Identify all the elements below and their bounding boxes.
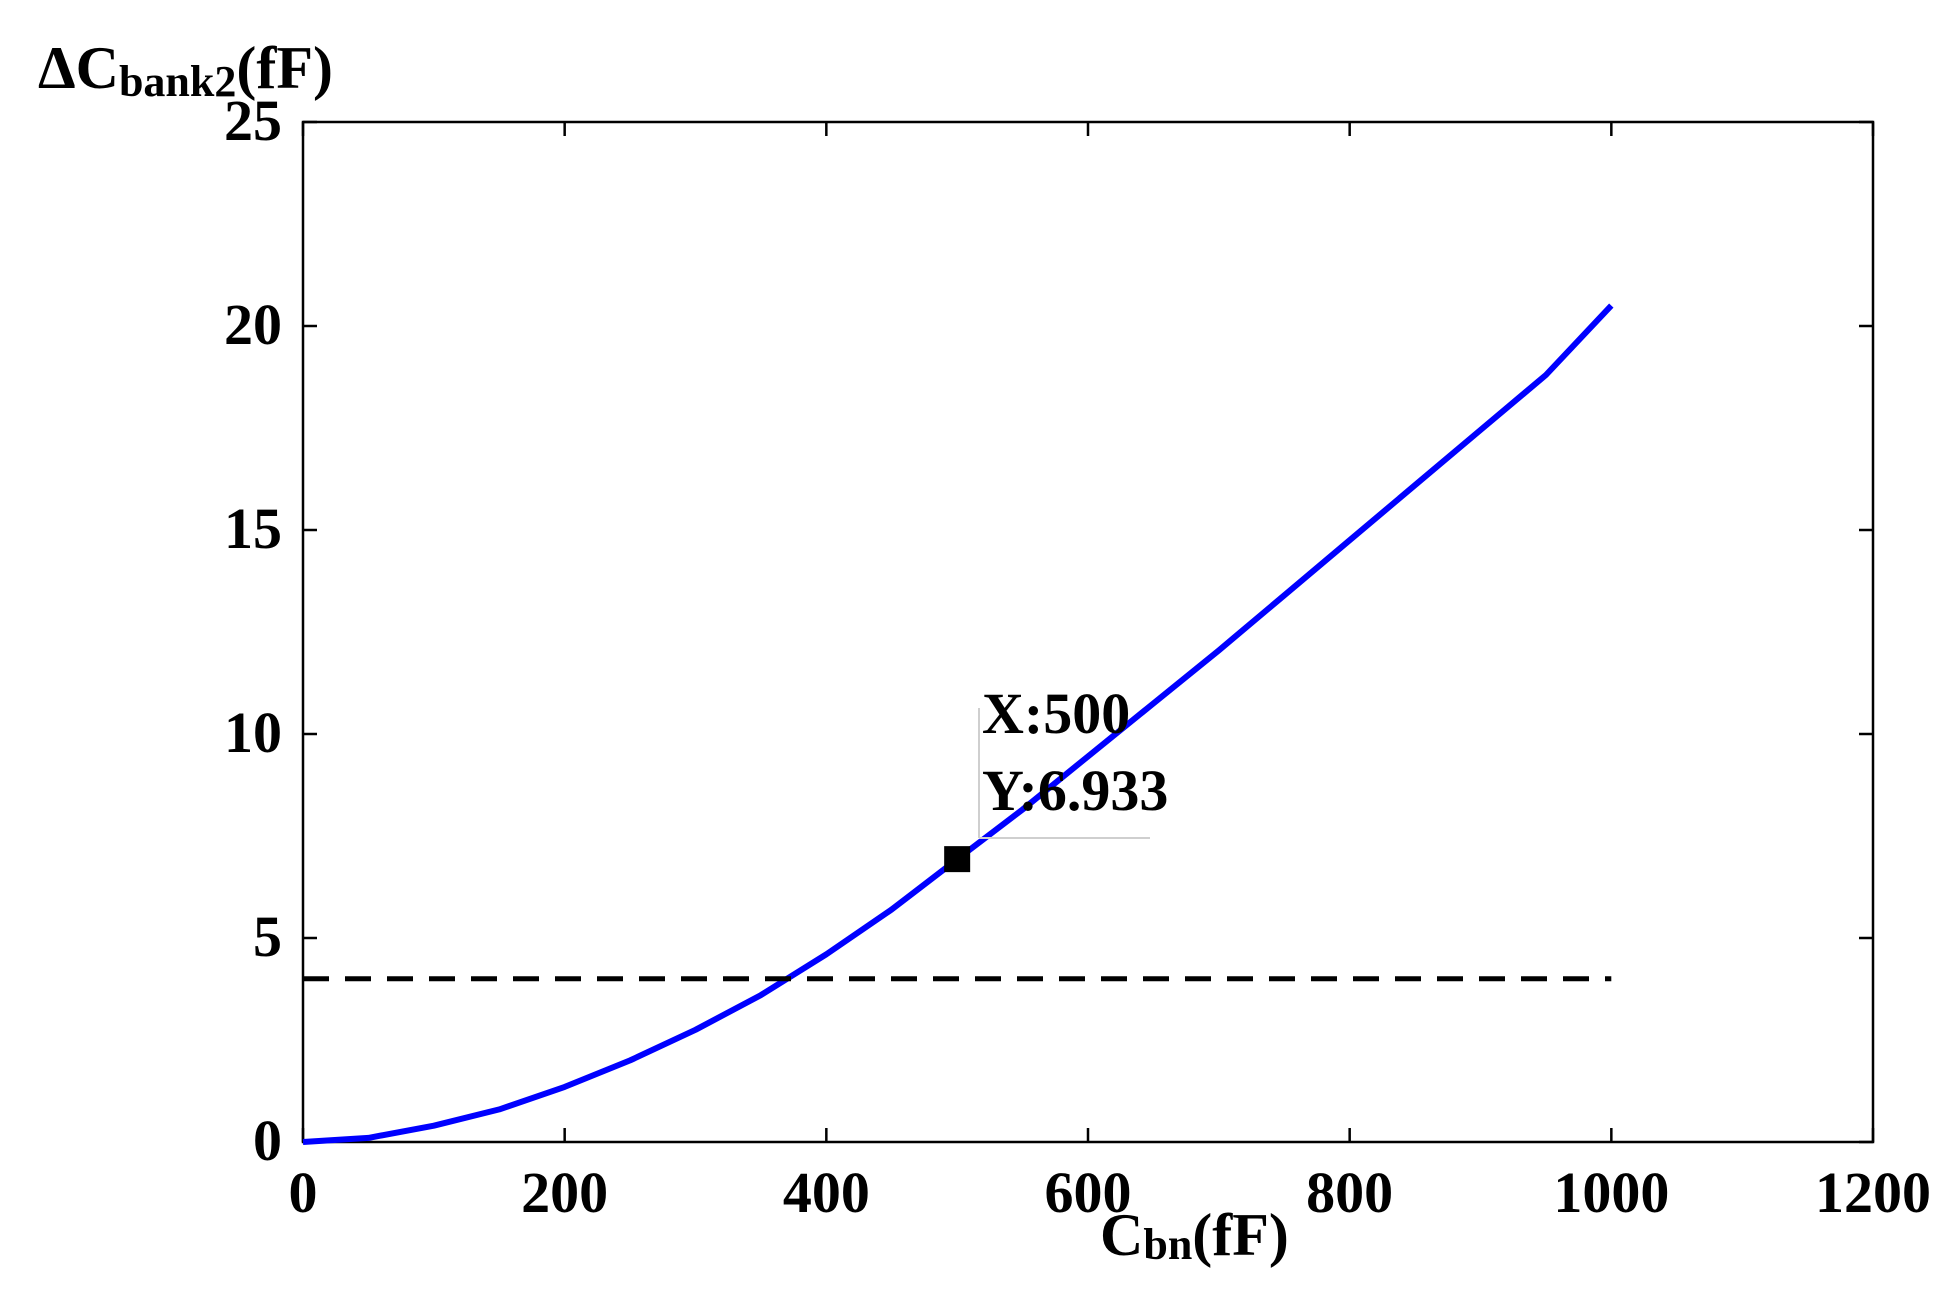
y-axis-title-unit: (fF)	[236, 35, 333, 101]
y-tick-label-5: 25	[224, 88, 282, 153]
datatip-x-label: X:500	[982, 681, 1130, 746]
x-tick-label-4: 800	[1306, 1160, 1393, 1225]
x-axis-title-unit: (fF)	[1192, 1202, 1289, 1268]
x-tick-label-2: 400	[783, 1160, 870, 1225]
y-axis-title-sub: bank2	[119, 57, 236, 106]
datatip-marker[interactable]	[944, 846, 971, 873]
plot-area	[301, 120, 1875, 1144]
x-tick-labels: 0 200 400 600 800 1000 1200	[289, 1160, 1932, 1225]
y-tick-label-1: 5	[253, 904, 282, 969]
x-tick-label-5: 1000	[1553, 1160, 1669, 1225]
x-tick-label-3: 600	[1045, 1160, 1132, 1225]
datatip-y-label: Y:6.933	[982, 758, 1168, 823]
y-tick-label-0: 0	[253, 1108, 282, 1173]
x-tick-label-0: 0	[289, 1160, 318, 1225]
y-tick-label-4: 20	[224, 292, 282, 357]
x-tick-label-1: 200	[521, 1160, 608, 1225]
axis-ticks	[301, 120, 1875, 1144]
x-axis-title: Cbn(fF)	[1100, 1202, 1289, 1269]
y-tick-label-2: 10	[224, 700, 282, 765]
y-axis-title-prefix: ΔC	[38, 35, 119, 101]
y-tick-labels: 0 5 10 15 20 25	[224, 88, 282, 1173]
x-axis-title-sub: bn	[1143, 1220, 1192, 1269]
x-tick-label-6: 1200	[1815, 1160, 1931, 1225]
y-axis-title: ΔCbank2(fF)	[38, 35, 333, 106]
x-axis-title-main: C	[1100, 1202, 1143, 1268]
datatip[interactable]: X:500 Y:6.933	[944, 681, 1168, 873]
y-tick-label-3: 15	[224, 496, 282, 561]
